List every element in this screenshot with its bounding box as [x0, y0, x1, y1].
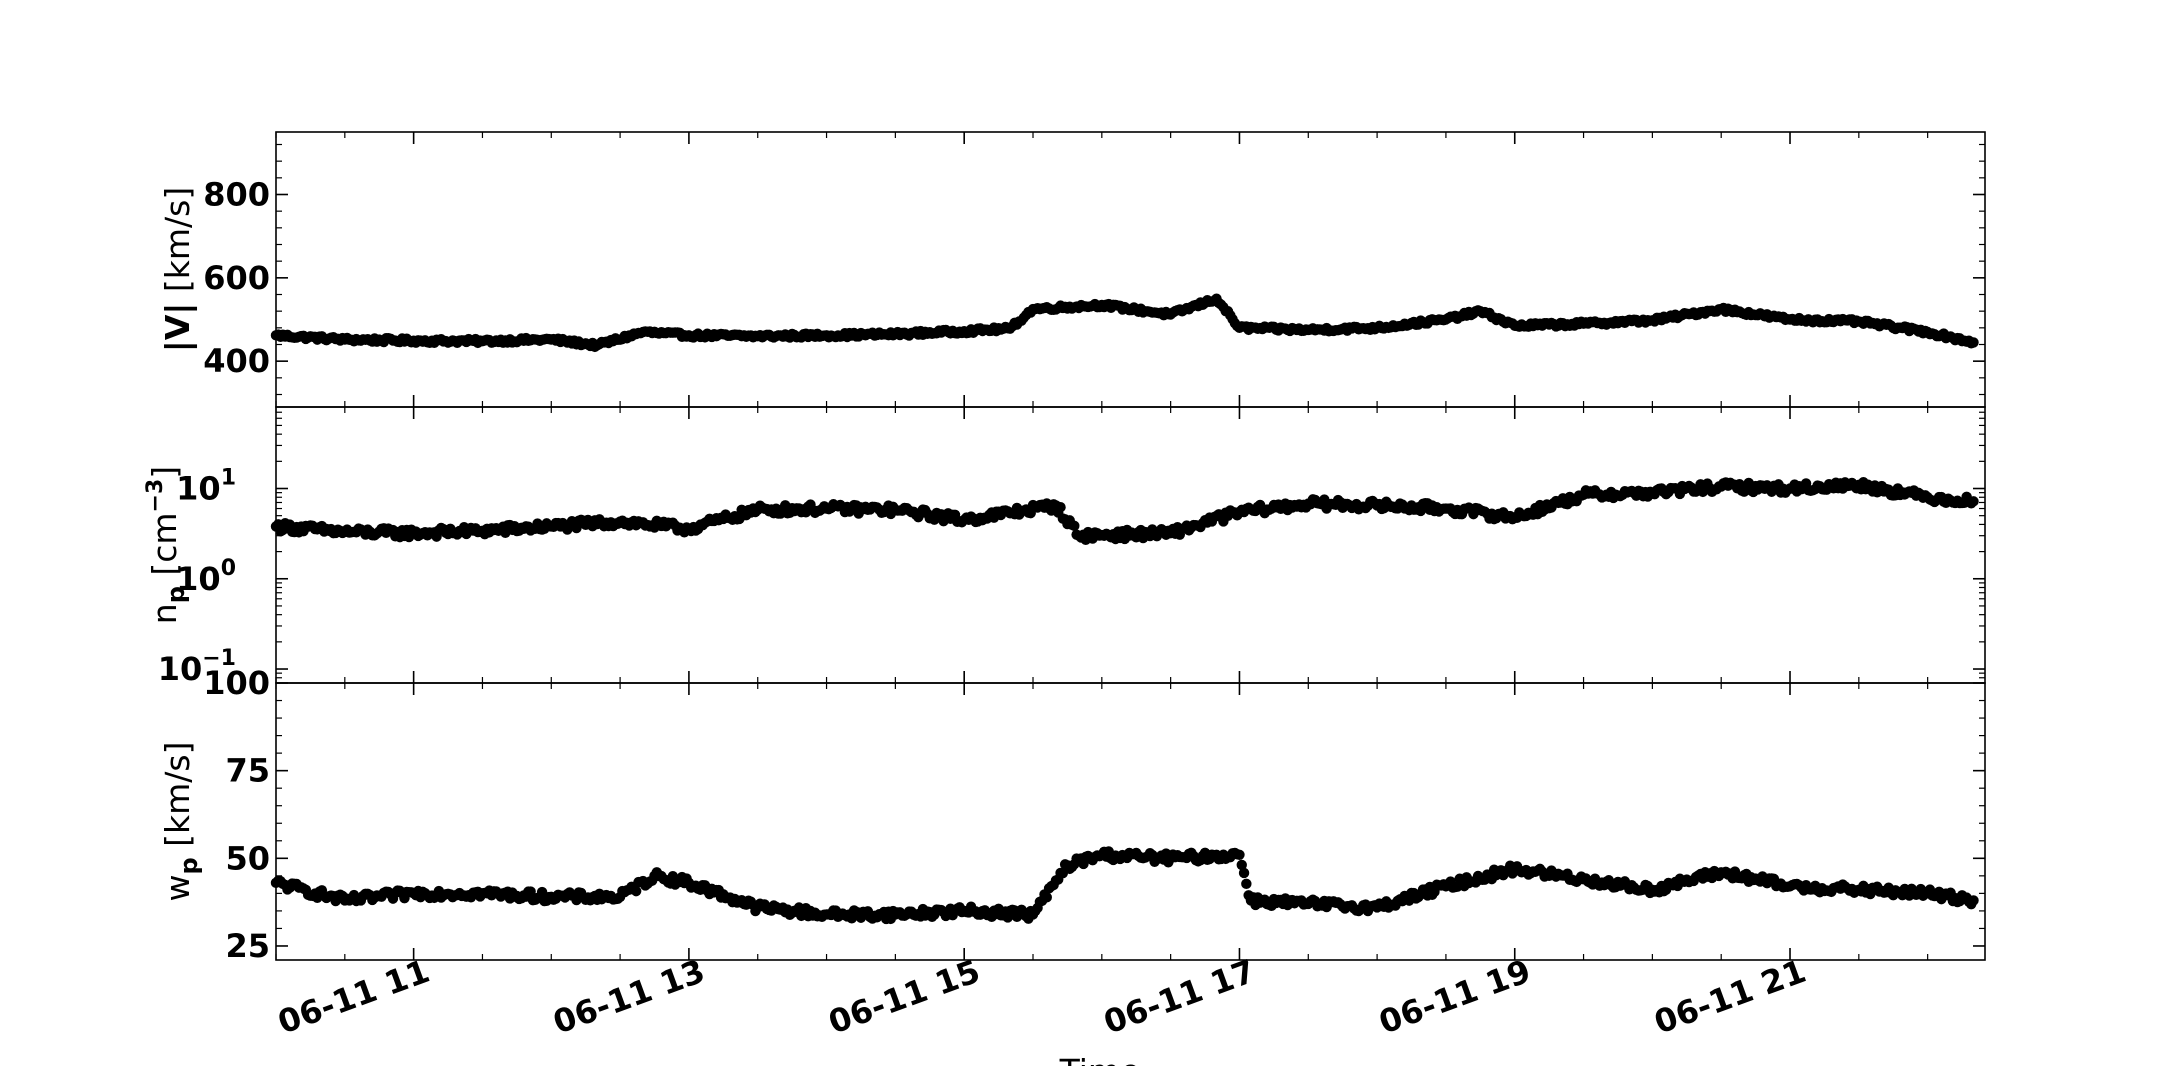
y-tick-label: 101: [176, 466, 236, 508]
y-axis-label: |V| [km/s]: [158, 187, 197, 352]
panel-1: 400 600 800|V| [km/s]: [158, 131, 1986, 408]
x-tick-label: 06-11 17: [1099, 952, 1260, 1042]
x-tick-label: 06-11 13: [548, 952, 709, 1042]
x-axis: 06-11 11 06-11 13 06-11 15 06-11 17 06-11 19…: [273, 952, 1811, 1042]
data-point: [1055, 502, 1066, 513]
y-tick-label: 400: [203, 342, 270, 380]
x-tick-label: 06-11 15: [823, 952, 984, 1042]
data-point: [1968, 337, 1979, 348]
y-tick-label: 800: [203, 176, 270, 214]
data-point: [1234, 849, 1245, 861]
data-point: [1968, 496, 1979, 507]
y-axis-label: np [cm−3]: [143, 466, 190, 624]
y-tick-label: 100: [176, 556, 236, 598]
x-tick-label: 06-11 11: [273, 952, 434, 1042]
data-point: [1241, 878, 1252, 890]
panel-3: 25 50 75 100 wp [km/s]: [158, 664, 1986, 965]
data-point: [630, 885, 642, 897]
panel-1-frame: [275, 131, 1986, 408]
y-tick-label: 10−1: [158, 646, 236, 688]
series-points: [270, 293, 1979, 353]
y-tick-label: 25: [225, 927, 270, 965]
data-point: [525, 886, 536, 897]
data-point: [1968, 895, 1979, 906]
series-points: [270, 476, 1979, 546]
panel-3-frame: [275, 682, 1986, 961]
data-point: [1238, 867, 1250, 879]
data-point: [1069, 520, 1080, 532]
data-point: [1041, 892, 1052, 903]
x-axis-label: Time: [1059, 1052, 1141, 1066]
y-axis-label: wp [km/s]: [158, 742, 203, 902]
x-tick-label: 06-11 19: [1374, 952, 1535, 1042]
series-points: [270, 846, 1979, 925]
x-tick-label: 06-11 21: [1649, 952, 1810, 1042]
y-tick-label: 600: [203, 259, 270, 297]
y-tick-label: 100: [203, 664, 270, 702]
panel-2-frame: [275, 406, 1986, 684]
data-point: [1236, 859, 1247, 871]
y-tick-label: 75: [225, 752, 270, 790]
y-tick-label: 50: [225, 839, 270, 877]
